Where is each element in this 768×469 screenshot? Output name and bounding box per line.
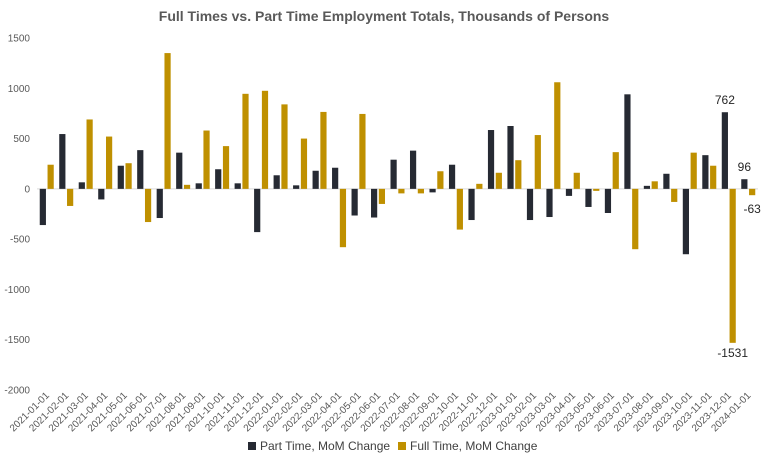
- bar-full-time: [476, 183, 483, 189]
- data-label: 762: [715, 93, 735, 107]
- bar-full-time: [456, 188, 463, 230]
- bar-full-time: [47, 164, 54, 189]
- bar-full-time: [671, 188, 678, 202]
- legend-swatch-full-time: [398, 442, 406, 450]
- bar-full-time: [612, 152, 619, 189]
- bar-part-time: [487, 130, 495, 189]
- bar-part-time: [507, 126, 514, 189]
- bar-full-time: [398, 188, 405, 194]
- bar-part-time: [741, 179, 748, 189]
- bar-full-time: [281, 104, 288, 189]
- bar-full-time: [320, 111, 327, 189]
- bar-part-time: [624, 94, 631, 189]
- bar-part-time: [293, 185, 300, 189]
- y-tick-label: -1000: [4, 285, 30, 296]
- legend-label-full-time: Full Time, MoM Change: [410, 439, 538, 453]
- bar-full-time: [67, 188, 74, 206]
- bar-part-time: [117, 165, 124, 189]
- y-tick-label: 1000: [8, 84, 31, 95]
- bar-full-time: [690, 152, 697, 189]
- legend-label-part-time: Part Time, MoM Change: [260, 439, 390, 453]
- bar-part-time: [195, 183, 202, 189]
- bar-full-time: [164, 53, 171, 189]
- bar-part-time: [98, 188, 105, 200]
- bar-full-time: [710, 165, 717, 189]
- y-tick-label: 500: [13, 134, 30, 145]
- bar-part-time: [429, 188, 436, 193]
- bar-full-time: [515, 160, 522, 189]
- bar-part-time: [156, 188, 163, 219]
- bar-part-time: [234, 183, 241, 189]
- bar-full-time: [729, 188, 736, 343]
- bar-full-time: [593, 188, 600, 191]
- bar-full-time: [125, 163, 132, 189]
- bar-full-time: [359, 113, 366, 189]
- y-tick-label: 0: [24, 184, 30, 195]
- bar-part-time: [312, 170, 319, 189]
- bar-part-time: [468, 188, 475, 221]
- bar-full-time: [417, 188, 424, 194]
- bar-full-time: [378, 188, 386, 204]
- bar-full-time: [554, 82, 561, 189]
- bar-part-time: [585, 188, 592, 207]
- bar-part-time: [59, 134, 66, 189]
- bar-full-time: [261, 90, 269, 189]
- bar-part-time: [682, 188, 689, 255]
- bar-part-time: [565, 188, 573, 196]
- bar-full-time: [534, 135, 541, 189]
- bar-full-time: [183, 184, 191, 189]
- bar-part-time: [39, 188, 46, 226]
- y-tick-label: -1500: [4, 335, 30, 346]
- bar-full-time: [203, 130, 210, 189]
- bar-part-time: [332, 167, 339, 189]
- bar-part-time: [643, 185, 651, 189]
- bar-part-time: [604, 188, 612, 213]
- legend-swatch-part-time: [248, 442, 256, 450]
- bar-full-time: [573, 172, 580, 189]
- bar-full-time: [86, 119, 93, 189]
- bar-full-time: [339, 188, 347, 248]
- bar-part-time: [254, 188, 261, 233]
- bar-full-time: [222, 146, 230, 189]
- bar-full-time: [495, 172, 502, 189]
- bar-part-time: [663, 173, 670, 189]
- bar-full-time: [144, 188, 152, 223]
- y-tick-label: 1500: [8, 34, 31, 45]
- y-tick-label: -500: [10, 235, 30, 246]
- bar-part-time: [409, 150, 417, 189]
- bar-part-time: [78, 182, 85, 189]
- bar-full-time: [300, 138, 308, 189]
- y-tick-label: -2000: [4, 386, 30, 397]
- bar-full-time: [651, 181, 658, 189]
- bar-part-time: [176, 152, 183, 189]
- bar-full-time: [437, 171, 444, 189]
- bar-full-time: [632, 188, 639, 250]
- bar-part-time: [546, 188, 553, 218]
- data-label: -1531: [717, 346, 748, 360]
- bar-part-time: [448, 164, 456, 189]
- bar-part-time: [721, 112, 728, 189]
- bar-full-time: [749, 188, 756, 196]
- bar-part-time: [702, 155, 709, 189]
- bar-full-time: [242, 93, 249, 189]
- bar-part-time: [526, 188, 534, 221]
- bar-part-time: [273, 175, 280, 189]
- bar-part-time: [371, 188, 378, 218]
- bar-part-time: [390, 159, 397, 189]
- bar-part-time: [215, 169, 222, 189]
- bar-part-time: [137, 150, 144, 189]
- bar-full-time: [106, 136, 113, 189]
- chart-title: Full Times vs. Part Time Employment Tota…: [158, 8, 610, 24]
- bar-part-time: [351, 188, 358, 216]
- data-label: -63: [743, 202, 761, 216]
- data-label: 96: [738, 160, 752, 174]
